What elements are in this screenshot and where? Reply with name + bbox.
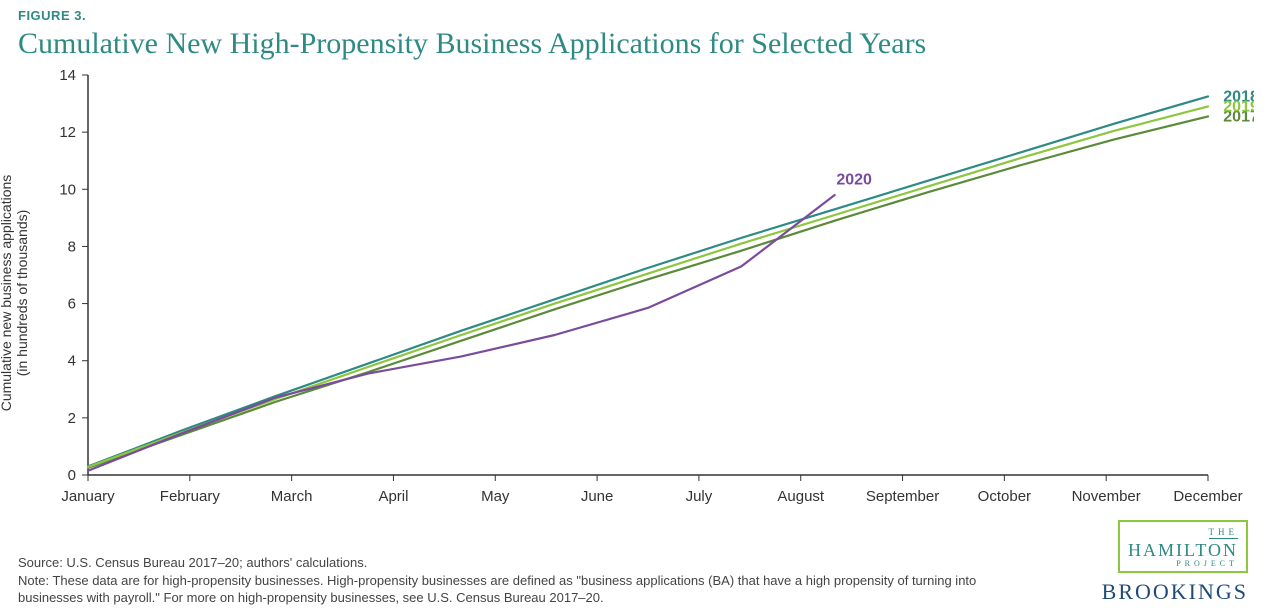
publisher-logo: THE HAMILTON PROJECT BROOKINGS	[1102, 520, 1248, 607]
y-tick-label: 12	[59, 124, 76, 141]
x-tick-label: October	[978, 488, 1031, 505]
y-axis-label: Cumulative new business applications (in…	[0, 174, 30, 411]
x-tick-label: May	[481, 488, 510, 505]
note-text: Note: These data are for high-propensity…	[18, 572, 1018, 607]
x-tick-label: January	[61, 488, 115, 505]
figure-footer: Source: U.S. Census Bureau 2017–20; auth…	[18, 554, 1254, 607]
y-tick-label: 4	[68, 353, 76, 370]
x-tick-label: March	[271, 488, 313, 505]
source-text: Source: U.S. Census Bureau 2017–20; auth…	[18, 554, 1018, 572]
x-tick-label: September	[866, 488, 939, 505]
line-chart: 0 2 4 6 8 10 12 14 January February March April May J…	[18, 65, 1254, 520]
y-tick-label: 14	[59, 67, 76, 84]
y-axis-label-line1: Cumulative new business applications	[0, 174, 14, 411]
chart-container: Cumulative new business applications (in…	[18, 65, 1254, 520]
y-tick-label: 10	[59, 181, 76, 198]
x-tick-label: August	[777, 488, 825, 505]
figure-title: Cumulative New High-Propensity Business …	[18, 27, 1254, 61]
series-2017	[88, 116, 1208, 467]
x-tick-label: April	[378, 488, 408, 505]
y-tick-label: 6	[68, 296, 76, 313]
x-tick-label: June	[581, 488, 614, 505]
brookings-logo: BROOKINGS	[1102, 577, 1248, 607]
x-tick-label: December	[1173, 488, 1242, 505]
hamilton-project: PROJECT	[1128, 560, 1238, 568]
y-tick-label: 8	[68, 238, 76, 255]
y-tick-label: 2	[68, 410, 76, 427]
x-tick-label: November	[1072, 488, 1141, 505]
x-tick-label: July	[686, 488, 713, 505]
series-label-2019: 2019	[1223, 98, 1254, 115]
x-tick-label: February	[160, 488, 221, 505]
y-tick-label: 0	[68, 467, 76, 484]
hamilton-main: HAMILTON	[1128, 541, 1238, 559]
hamilton-logo: THE HAMILTON PROJECT	[1118, 520, 1248, 573]
series-label-2020: 2020	[836, 171, 872, 188]
figure-label: FIGURE 3.	[18, 8, 1254, 23]
y-axis-label-line2: (in hundreds of thousands)	[14, 209, 30, 376]
hamilton-the: THE	[1209, 528, 1239, 539]
